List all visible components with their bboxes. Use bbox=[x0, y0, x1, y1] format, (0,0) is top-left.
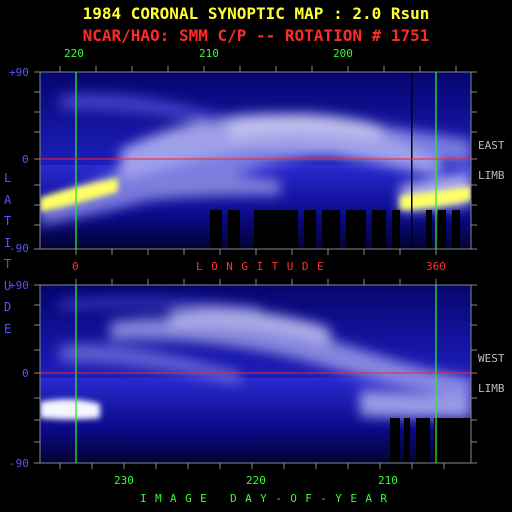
bottom-tick-label-230: 230 bbox=[114, 474, 134, 487]
day-of-year-axis-label: IMAGE DAY-OF-YEAR bbox=[140, 492, 396, 505]
chart-subtitle: NCAR/HAO: SMM C/P -- ROTATION # 1751 bbox=[82, 26, 430, 45]
tick-marks bbox=[34, 66, 477, 469]
bottom-tick-label-220: 220 bbox=[246, 474, 266, 487]
west-limb-label: LIMB bbox=[478, 382, 505, 395]
lat-tick-minus90-top: -90 bbox=[9, 242, 29, 255]
west-label: WEST bbox=[478, 352, 505, 365]
lat-tick-plus90-bottom: +90 bbox=[9, 279, 29, 292]
lat-tick-0-bottom: 0 bbox=[22, 367, 29, 380]
longitude-tick-360: 360 bbox=[426, 260, 446, 273]
bottom-tick-label-210: 210 bbox=[378, 474, 398, 487]
latitude-axis-label: LATITUDE bbox=[4, 171, 12, 336]
top-tick-label-220: 220 bbox=[64, 47, 84, 60]
lat-tick-plus90-top: +90 bbox=[9, 66, 29, 79]
east-label: EAST bbox=[478, 139, 505, 152]
top-tick-label-200: 200 bbox=[333, 47, 353, 60]
lat-tick-0-top: 0 bbox=[22, 153, 29, 166]
chart-title: 1984 CORONAL SYNOPTIC MAP : 2.0 Rsun bbox=[82, 4, 430, 23]
east-limb-label: LIMB bbox=[478, 169, 505, 182]
west-limb-panel bbox=[40, 285, 471, 463]
lat-tick-minus90-bottom: -90 bbox=[9, 457, 29, 470]
top-tick-label-210: 210 bbox=[199, 47, 219, 60]
longitude-axis-label: LONGITUDE bbox=[196, 260, 333, 273]
longitude-tick-0: 0 bbox=[72, 260, 79, 273]
east-limb-panel bbox=[40, 72, 471, 249]
